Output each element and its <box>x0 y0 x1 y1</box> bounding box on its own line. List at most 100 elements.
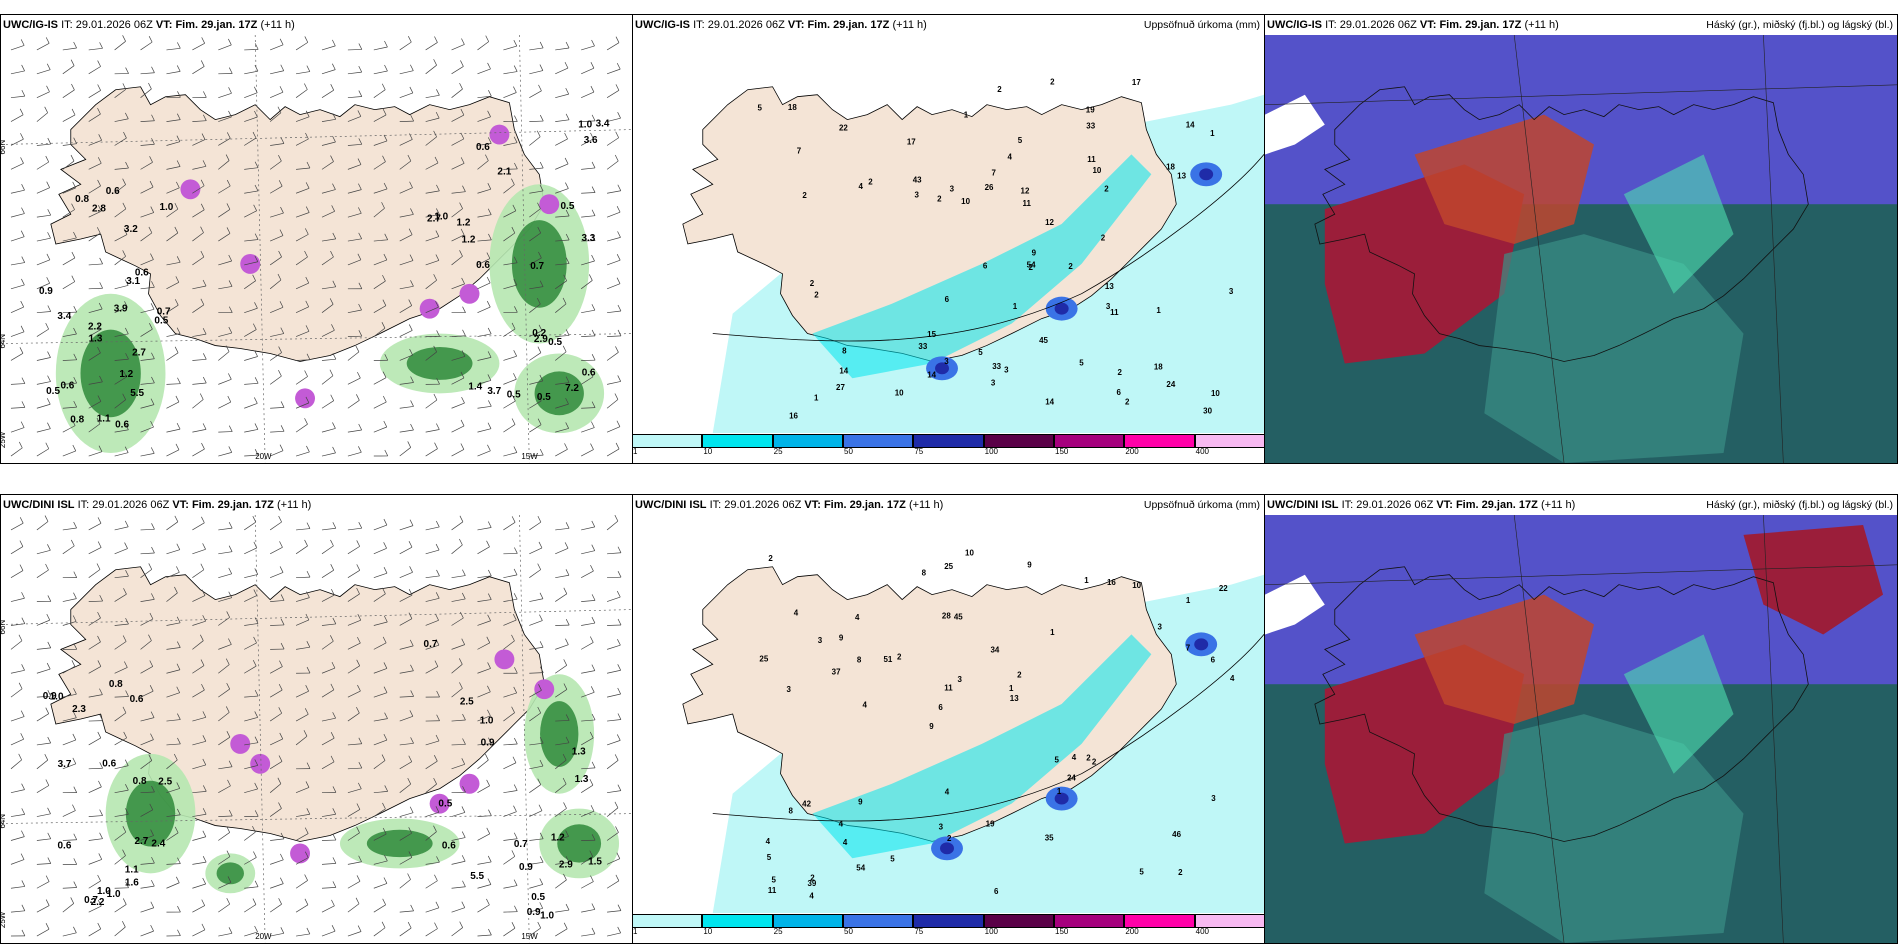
wind-barb <box>140 885 155 889</box>
wind-barb-flag <box>511 322 516 330</box>
wind-barb-flag <box>99 282 103 289</box>
wind-barb-flag <box>97 611 101 619</box>
wind-barb-flag <box>436 330 440 337</box>
wind-barb <box>477 258 491 266</box>
wind-barb-flag <box>47 641 52 649</box>
wind-barb <box>269 783 282 793</box>
wind-barb <box>529 690 542 698</box>
wind-barb <box>347 238 362 242</box>
wind-barb <box>166 141 180 146</box>
wind-barb-flag <box>459 82 463 90</box>
wind-barb <box>88 185 101 194</box>
wind-barb-flag <box>44 753 49 761</box>
wind-barb-flag <box>462 713 466 721</box>
wind-barb-flag <box>176 566 180 573</box>
longitude-line <box>519 515 530 943</box>
wind-barb-flag <box>591 421 595 428</box>
wind-barb-flag <box>122 898 127 905</box>
wind-barb <box>425 42 438 51</box>
precip-value-label: 46 <box>1172 830 1181 839</box>
wind-barb <box>270 932 284 937</box>
wind-barb-flag <box>45 563 49 571</box>
wind-barb <box>347 213 362 218</box>
low-cloud-region <box>1484 714 1744 943</box>
wind-barb-flag <box>436 690 440 698</box>
wind-barb-flag <box>254 759 259 766</box>
wind-barb <box>529 765 544 770</box>
wind-barb <box>529 908 543 913</box>
wind-barb-flag <box>70 59 75 66</box>
latitude-line <box>1 813 632 824</box>
wind-barb <box>295 451 310 457</box>
lead-time: (+11 h) <box>892 19 927 31</box>
wind-barb-flag <box>278 802 282 809</box>
wind-barb <box>192 740 206 746</box>
wind-barb <box>218 597 232 602</box>
wind-barb-flag <box>228 306 233 313</box>
wind-barb-flag <box>435 112 440 119</box>
wind-barb-flag <box>460 108 465 116</box>
wind-barb-flag <box>173 753 178 761</box>
wind-barb <box>62 887 77 889</box>
wind-barb <box>529 70 543 75</box>
wind-barb <box>477 527 492 531</box>
wind-barb-flag <box>511 516 516 523</box>
precip-value-label: 45 <box>1039 336 1048 345</box>
vt-value: Fim. 29.jan. 17Z <box>175 19 258 31</box>
precip-value-label: 1.0 <box>159 202 173 213</box>
precip-value-label: 2 <box>997 85 1002 94</box>
convective-cell <box>539 194 560 215</box>
wind-barb-flag <box>565 257 570 264</box>
wind-barb-flag <box>462 306 466 313</box>
wind-barb-flag <box>175 395 180 403</box>
precip-value-label: 45 <box>954 613 963 622</box>
wind-barb-flag <box>21 64 25 72</box>
precip-value-label: 39 <box>807 879 816 888</box>
precip-value-label: 0.5 <box>46 386 60 397</box>
wind-barb-flag <box>305 132 309 140</box>
wind-barb-flag <box>225 154 230 161</box>
vt-value: Fim. 29.jan. 17Z <box>823 499 906 511</box>
wind-barb-flag <box>462 329 466 336</box>
wind-barb <box>399 857 413 865</box>
wind-barb-flag <box>151 376 155 384</box>
wind-barb-flag <box>280 401 285 408</box>
wind-barb-flag <box>177 808 181 816</box>
wind-barb <box>10 407 25 409</box>
colorbar-swatch <box>1194 914 1265 928</box>
wind-barb <box>581 167 596 170</box>
wind-barb-flag <box>304 83 308 90</box>
wind-barb <box>451 234 465 242</box>
wind-barb <box>166 592 178 602</box>
wind-barb-flag <box>407 154 412 162</box>
convective-cell <box>489 124 510 145</box>
wind-barb <box>192 861 207 865</box>
wind-barb-flag <box>331 63 336 70</box>
wind-barb <box>295 376 308 385</box>
wind-barb-flag <box>564 542 569 549</box>
wind-barb-flag <box>410 737 414 744</box>
wind-barb <box>270 883 284 889</box>
wind-barb <box>477 41 489 51</box>
wind-barb-flag <box>280 206 284 214</box>
wind-barb <box>10 70 25 75</box>
wind-barb-flag <box>615 131 619 138</box>
precip-value-label: 5 <box>758 104 763 113</box>
wind-barb <box>140 212 154 218</box>
wind-barb <box>140 259 154 266</box>
wind-barb-flag <box>45 322 49 330</box>
wind-barb <box>321 256 334 266</box>
wind-barb-flag <box>565 397 569 405</box>
wind-barb-flag <box>96 227 101 234</box>
panel-header: UWC/IG-IS IT: 29.01.2026 06Z VT: Fim. 29… <box>1 15 632 35</box>
wind-barb <box>477 405 492 409</box>
wind-barb-flag <box>539 280 544 287</box>
precip-value-label: 1.3 <box>575 774 589 785</box>
wind-barb <box>295 138 309 146</box>
wind-barb-flag <box>305 276 310 284</box>
wind-barb-flag <box>331 324 335 331</box>
colorbar-tick-label: 400 <box>1195 927 1210 936</box>
wind-barb-flag <box>565 422 569 429</box>
wind-barb-flag <box>228 567 233 574</box>
wind-barb-flag <box>461 638 466 645</box>
